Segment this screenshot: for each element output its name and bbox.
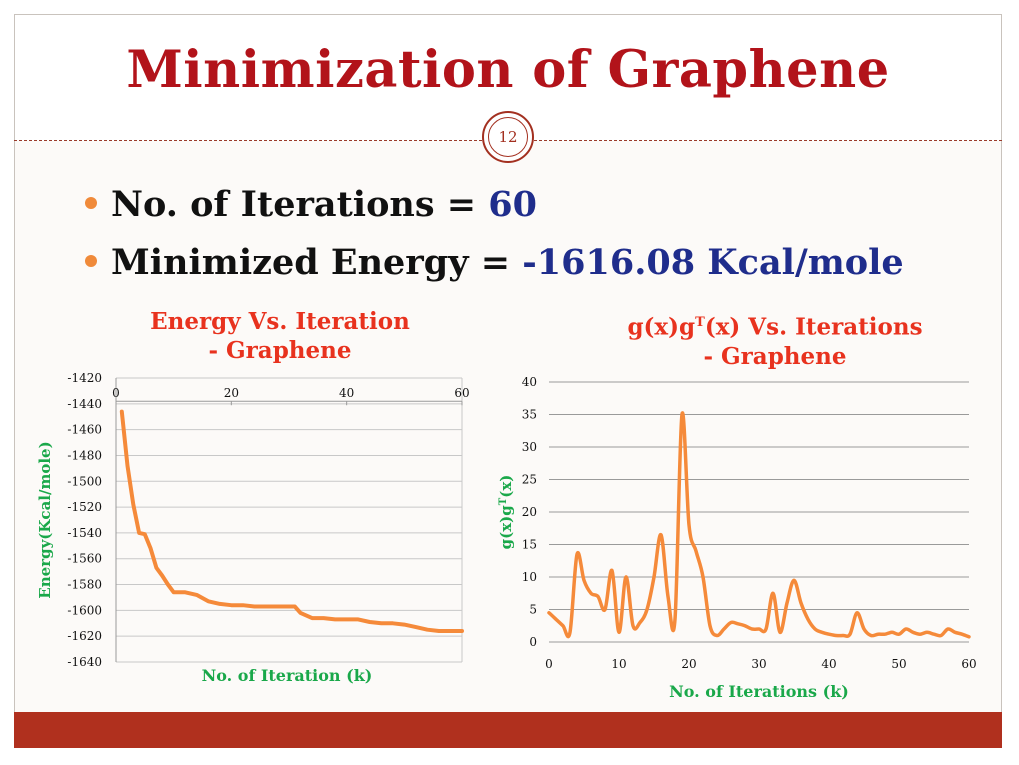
slide-title: Minimization of Graphene: [126, 40, 890, 100]
bullet-value: -1616.08 Kcal/mole: [522, 242, 904, 283]
bullet-label: No. of Iterations =: [111, 184, 489, 225]
page-number-badge: 12: [482, 111, 534, 163]
chart2-title-line1: g(x)gT(x) Vs. Iterations: [595, 308, 955, 342]
chart2-title-line2: - Graphene: [703, 342, 847, 370]
bullet-value: 60: [488, 184, 537, 225]
bullet-dot-icon: [85, 254, 97, 267]
bullet-iterations: No. of Iterations = 60: [85, 184, 537, 225]
chart2-title-a: g(x)g: [627, 313, 696, 341]
footer-bar: [14, 712, 1002, 748]
page-number: 12: [488, 117, 528, 157]
bullet-label: Minimized Energy =: [111, 242, 523, 283]
chart1-title-line1: Energy Vs. Iteration: [150, 308, 410, 335]
bullet-dot-icon: [85, 196, 97, 209]
content-area: [15, 141, 1001, 712]
chart1-title: Energy Vs. Iteration - Graphene: [120, 307, 440, 365]
bullet-energy: Minimized Energy = -1616.08 Kcal/mole: [85, 242, 904, 283]
chart2-title: g(x)gT(x) Vs. Iterations - Graphene: [595, 308, 955, 371]
chart2-title-sup: T: [695, 315, 705, 330]
chart1-title-line2: - Graphene: [208, 337, 352, 364]
chart2-title-b: (x) Vs. Iterations: [704, 313, 923, 341]
